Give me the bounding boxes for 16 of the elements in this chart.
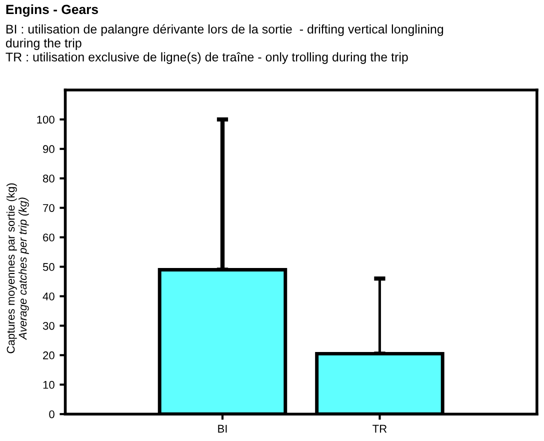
y-tick-label: 80 <box>42 174 54 182</box>
y-tick-label: 70 <box>43 204 54 212</box>
y-tick-label: 0 <box>49 410 54 418</box>
y-tick-label: 20 <box>43 351 54 360</box>
y-tick-label: 50 <box>42 263 54 271</box>
y-tick-label: 30 <box>42 322 54 330</box>
y-tick-label: 90 <box>43 145 54 154</box>
y-tick-label: 40 <box>42 292 54 300</box>
y-tick-label: 100 <box>37 116 54 124</box>
y-axis-title: Captures moyennes par sortie (kg) Average catches per trip (kg) <box>6 183 29 354</box>
chart-title: Engins - Gears <box>6 4 98 17</box>
y-tick-label: 10 <box>43 380 54 389</box>
chart-subtitle: BI : utilisation de palangre dérivante lors de la sortie - drifting vertical longlining during the trip TR : utilisation exclusive de ligne(s) de traîne - only trolling during the trip <box>6 24 444 64</box>
x-tick-label: BI <box>218 424 227 433</box>
x-tick-label: TR <box>372 424 387 433</box>
y-tick-label: 60 <box>43 234 54 242</box>
